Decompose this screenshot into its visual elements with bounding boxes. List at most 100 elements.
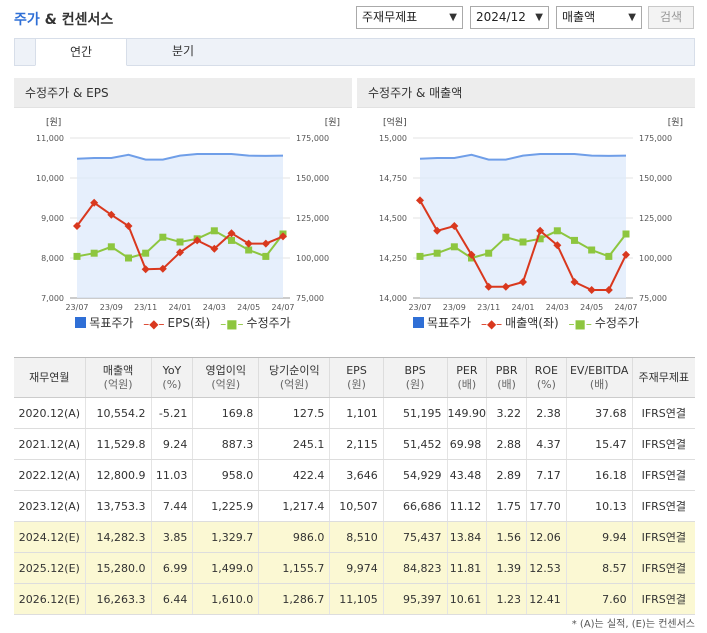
table-cell: 10,507 bbox=[329, 490, 384, 522]
table-cell: 1.75 bbox=[486, 490, 527, 522]
target-price-area bbox=[420, 154, 626, 298]
eps-point bbox=[193, 236, 202, 245]
eps-point bbox=[227, 229, 236, 238]
table-cell: 11.03 bbox=[150, 459, 193, 491]
adjusted-price-point bbox=[433, 249, 441, 257]
table-cell: 3.22 bbox=[486, 397, 527, 429]
table-cell: -5.21 bbox=[150, 397, 193, 429]
chart-title: 수정주가 & 매출액 bbox=[357, 78, 695, 108]
legend-item: –■– 수정주가 bbox=[568, 316, 640, 331]
footnote: * (A)는 실적, (E)는 컨센서스 bbox=[571, 619, 695, 630]
table-cell: 11,105 bbox=[329, 583, 384, 615]
y-tick-label: 10,000 bbox=[36, 174, 64, 183]
y-tick-label: 8,000 bbox=[41, 254, 64, 263]
table-row: 2024.12(E) 14,282.3 3.85 1,329.7 986.0 8,510 7… bbox=[14, 521, 695, 553]
tab-quarterly[interactable]: 분기 bbox=[171, 44, 195, 58]
table-cell: 51,452 bbox=[382, 428, 447, 460]
column-header: 매출액 (억원) bbox=[84, 357, 152, 398]
table-cell: 9.24 bbox=[150, 428, 193, 460]
y-tick-label: 14,000 bbox=[379, 294, 407, 303]
table-cell: 9.94 bbox=[565, 521, 633, 553]
adjusted-price-point bbox=[245, 246, 253, 254]
column-header-unit: (억원) bbox=[279, 377, 309, 391]
y2-tick-label: 75,000 bbox=[296, 294, 324, 303]
table-row: 2020.12(A) 10,554.2 -5.21 169.8 127.5 1,101 51… bbox=[14, 397, 695, 429]
eps-point bbox=[261, 239, 270, 248]
table-cell: 14,282.3 bbox=[84, 521, 152, 553]
table-cell: 6.99 bbox=[150, 552, 193, 584]
adjusted-price-point bbox=[553, 227, 561, 235]
table-cell: 16,263.3 bbox=[84, 583, 152, 615]
adjusted-price-point bbox=[142, 249, 150, 257]
table-cell: 66,686 bbox=[382, 490, 447, 522]
chart-eps: [원] [원] 11,000 10,000 9,000 8,000 7,000 175,000… bbox=[36, 117, 340, 312]
table-cell: 95,397 bbox=[382, 583, 447, 615]
period-tabs: 연간 분기 bbox=[14, 38, 695, 66]
column-header-label: 당기순이익 bbox=[268, 363, 320, 377]
adjusted-price-point bbox=[228, 236, 235, 244]
table-cell: 7.17 bbox=[526, 459, 567, 491]
column-header: EPS (원) bbox=[329, 357, 384, 398]
header-bar: 주가 & 컨센서스 주재무제표 ▼ 2024/12 ▼ 매출액 ▼ 검색 bbox=[0, 0, 707, 34]
table-cell: 11.12 bbox=[446, 490, 487, 522]
adjusted-price-point bbox=[450, 243, 458, 251]
column-header-label: EV/EBITDA bbox=[569, 363, 629, 377]
row-period: 2022.12(A) bbox=[14, 459, 86, 491]
left-axis-unit: [억원] bbox=[383, 116, 407, 128]
eps-point bbox=[210, 244, 219, 253]
table-cell: 169.8 bbox=[192, 397, 259, 429]
x-tick-label: 23/07 bbox=[65, 303, 88, 312]
eps-point bbox=[73, 222, 81, 230]
chart-legend: 목표주가 –◆– 매출액(좌) –■– 수정주가 bbox=[357, 314, 695, 331]
y2-tick-label: 125,000 bbox=[639, 214, 672, 223]
column-header-unit: (원) bbox=[347, 377, 366, 391]
legend-swatch: –■– bbox=[220, 317, 244, 331]
tab-annual[interactable]: 연간 bbox=[35, 38, 127, 66]
x-tick-label: 23/11 bbox=[134, 303, 157, 312]
column-header: EV/EBITDA (배) bbox=[565, 357, 633, 398]
adjusted-price-point bbox=[571, 236, 578, 244]
adjusted-price-point bbox=[125, 254, 132, 262]
column-header: BPS (원) bbox=[382, 357, 447, 398]
legend-item: –◆– EPS(좌) bbox=[143, 316, 211, 331]
chart-revenue: [억원] [원] 15,000 14,750 14,500 14,250 14,000 175… bbox=[379, 116, 683, 312]
table-cell: 127.5 bbox=[258, 397, 330, 429]
column-header-label: EPS bbox=[346, 363, 367, 377]
column-header-label: ROE bbox=[534, 363, 558, 377]
column-header-unit: (배) bbox=[457, 377, 477, 391]
y2-tick-label: 175,000 bbox=[639, 134, 672, 143]
left-axis-unit: [원] bbox=[46, 117, 61, 128]
table-cell: 11,529.8 bbox=[84, 428, 152, 460]
x-tick-label: 24/05 bbox=[580, 303, 603, 312]
item-select[interactable]: 매출액 ▼ bbox=[556, 6, 642, 29]
table-cell: 1,217.4 bbox=[258, 490, 330, 522]
column-header-unit: (%) bbox=[162, 377, 182, 391]
table-cell: IFRS연결 bbox=[631, 428, 695, 460]
table-cell: IFRS연결 bbox=[631, 459, 695, 491]
legend-item: 목표주가 bbox=[75, 314, 133, 331]
adjusted-price-point bbox=[502, 233, 510, 241]
table-cell: 12.53 bbox=[526, 552, 567, 584]
table-cell: 2.88 bbox=[486, 428, 527, 460]
revenue-point bbox=[622, 250, 630, 259]
period-select[interactable]: 2024/12 ▼ bbox=[470, 6, 549, 29]
column-header: 주재무제표 bbox=[631, 357, 695, 398]
table-cell: 13,753.3 bbox=[84, 490, 152, 522]
report-type-select[interactable]: 주재무제표 ▼ bbox=[356, 6, 463, 29]
table-cell: 149.90 bbox=[446, 397, 487, 429]
title-amp: & bbox=[39, 12, 62, 28]
table-cell: 1,610.0 bbox=[192, 583, 259, 615]
table-cell: 245.1 bbox=[258, 428, 330, 460]
column-header: ROE (%) bbox=[526, 357, 567, 398]
adjusted-price-point bbox=[107, 243, 115, 251]
search-button[interactable]: 검색 bbox=[648, 6, 694, 29]
financial-table: 재무연월 매출액 (억원) YoY (%) 영업이익 (억원) 당기순이익 (억원) EPS (원)… bbox=[14, 357, 695, 615]
column-header-unit: (억원) bbox=[103, 377, 133, 391]
column-header-unit: (억원) bbox=[211, 377, 241, 391]
chevron-down-icon: ▼ bbox=[535, 12, 543, 23]
table-cell: 1.23 bbox=[486, 583, 527, 615]
x-tick-label: 24/07 bbox=[614, 303, 637, 312]
eps-point bbox=[141, 265, 150, 274]
legend-swatch bbox=[412, 317, 424, 328]
table-cell: 51,195 bbox=[382, 397, 447, 429]
